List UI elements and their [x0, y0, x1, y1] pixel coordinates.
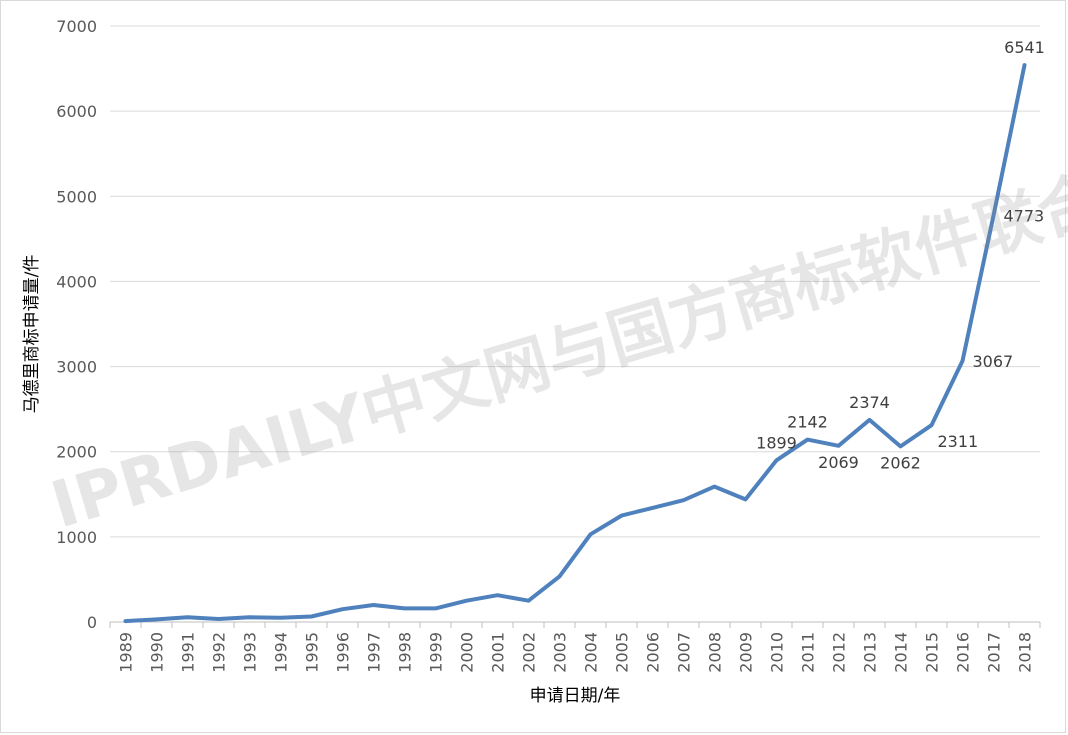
x-axis-title: 申请日期/年	[530, 686, 621, 706]
x-tick-label: 2012	[830, 632, 849, 673]
x-tick-label: 1998	[396, 632, 415, 673]
x-tick-label: 1991	[179, 632, 198, 673]
data-point	[713, 485, 716, 489]
data-point	[837, 444, 840, 448]
x-tick-label: 2006	[644, 632, 663, 673]
data-point	[558, 574, 561, 578]
data-point	[930, 423, 933, 427]
x-tick-label: 2004	[582, 632, 601, 673]
data-point	[341, 607, 344, 611]
data-point	[1023, 63, 1026, 67]
data-point	[248, 615, 251, 619]
x-tick-label: 2017	[985, 632, 1004, 673]
watermark: IPRDAILY中文网与国方商标软件联合发布	[44, 126, 1068, 543]
y-tick-label: 6000	[56, 102, 97, 121]
data-point	[527, 599, 530, 603]
x-tick-label: 2008	[706, 632, 725, 673]
x-tick-label: 1993	[241, 632, 260, 673]
data-point	[217, 617, 220, 621]
x-axis-ticks: 1989 1990 1991 1992 1993 1994 1995 1996 1997 1998…	[109, 622, 1041, 673]
data-point	[403, 606, 406, 610]
data-point	[279, 616, 282, 620]
x-tick-label: 2011	[799, 632, 818, 673]
y-tick-label: 1000	[56, 528, 97, 547]
data-point	[961, 359, 964, 363]
data-label: 2311	[938, 432, 979, 451]
data-point	[682, 498, 685, 502]
data-point	[155, 617, 158, 621]
data-label: 1899	[756, 433, 797, 452]
data-label: 2142	[787, 413, 828, 432]
data-point	[434, 606, 437, 610]
data-label: 2062	[880, 453, 921, 472]
data-point	[372, 603, 375, 607]
x-tick-label: 1992	[210, 632, 229, 673]
x-tick-label: 2014	[892, 632, 911, 673]
series-line	[123, 63, 1027, 624]
data-point	[589, 532, 592, 536]
x-tick-label: 2016	[954, 632, 973, 673]
x-tick-label: 2009	[737, 632, 756, 673]
y-axis-ticks: 0 1000 2000 3000 4000 5000 6000 7000	[56, 17, 97, 632]
x-tick-label: 1995	[303, 632, 322, 673]
data-label: 2374	[849, 393, 890, 412]
data-label: 3067	[973, 352, 1014, 371]
x-tick-label: 2002	[520, 632, 539, 673]
y-axis-title: 马德里商标申请量/件	[22, 255, 42, 414]
x-tick-label: 2010	[768, 632, 787, 673]
x-tick-label: 1990	[148, 632, 167, 673]
y-tick-label: 3000	[56, 358, 97, 377]
x-tick-label: 1989	[117, 632, 136, 673]
x-tick-label: 2000	[458, 632, 477, 673]
y-tick-label: 0	[87, 613, 97, 632]
x-tick-label: 2005	[613, 632, 632, 673]
x-tick-label: 2013	[861, 632, 880, 673]
series-layer	[123, 63, 1027, 624]
x-tick-label: 1994	[272, 632, 291, 673]
x-tick-label: 1996	[334, 632, 353, 673]
data-point	[806, 438, 809, 442]
x-tick-label: 2003	[551, 632, 570, 673]
y-tick-label: 4000	[56, 272, 97, 291]
gridlines	[110, 25, 1040, 538]
x-tick-label: 2001	[489, 632, 508, 673]
data-point	[620, 514, 623, 518]
x-tick-label: 2007	[675, 632, 694, 673]
data-point	[868, 418, 871, 422]
data-point	[496, 593, 499, 597]
data-label: 2069	[818, 453, 859, 472]
data-point	[899, 444, 902, 448]
data-point	[775, 458, 778, 462]
x-tick-label: 1999	[427, 632, 446, 673]
data-point	[310, 614, 313, 618]
x-tick-label: 1997	[365, 632, 384, 673]
x-tick-label: 2015	[923, 632, 942, 673]
data-point	[651, 506, 654, 510]
data-label: 4773	[1004, 207, 1045, 226]
data-point	[465, 599, 468, 603]
x-tick-label: 2018	[1016, 632, 1035, 673]
data-point	[124, 619, 127, 623]
y-tick-label: 7000	[56, 17, 97, 36]
data-point	[992, 214, 995, 218]
data-point	[186, 615, 189, 619]
data-label: 6541	[1004, 38, 1045, 57]
y-tick-label: 5000	[56, 187, 97, 206]
y-tick-label: 2000	[56, 443, 97, 462]
data-point	[744, 497, 747, 501]
